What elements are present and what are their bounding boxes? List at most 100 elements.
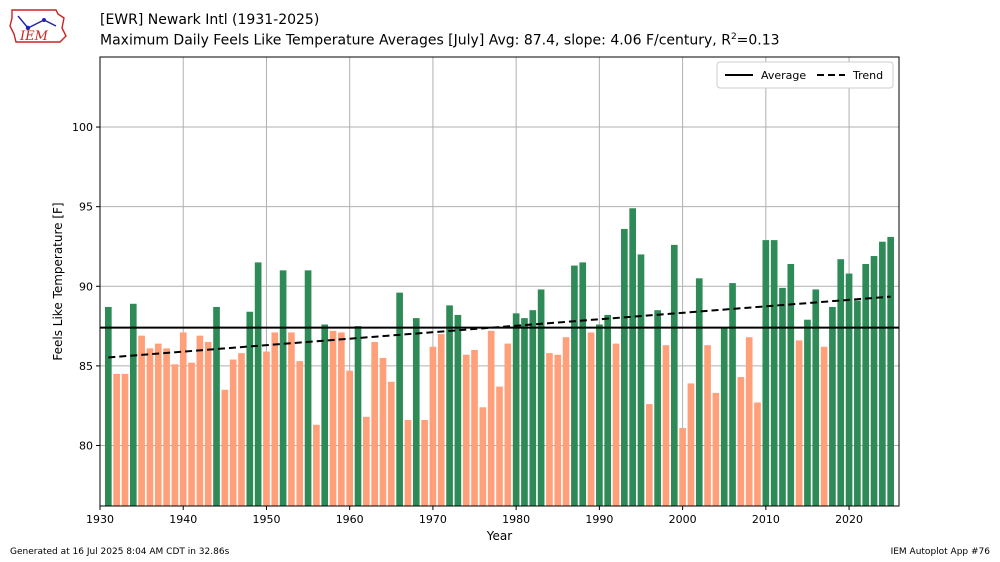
y-tick-label: 85 [79, 360, 93, 373]
bar-1976 [479, 407, 487, 506]
bar-2004 [712, 392, 720, 506]
bar-1985 [554, 354, 562, 506]
bar-1949 [254, 262, 262, 506]
bar-1986 [562, 337, 570, 506]
bar-2020 [845, 273, 853, 506]
bar-1946 [229, 359, 237, 506]
bar-2015 [804, 319, 811, 506]
bar-1991 [604, 314, 612, 506]
chart-title: [EWR] Newark Intl (1931-2025) [100, 12, 320, 28]
x-tick-label: 1960 [336, 513, 364, 526]
bar-1932 [113, 373, 120, 506]
trend-line [108, 295, 891, 359]
x-tick-label: 2010 [752, 513, 780, 526]
bar-1977 [487, 330, 495, 506]
bar-2014 [795, 340, 803, 506]
bar-2018 [829, 306, 836, 506]
y-tick-label: 100 [72, 121, 93, 134]
bar-2021 [854, 300, 861, 506]
bar-2011 [770, 240, 778, 506]
reference-lines [100, 295, 899, 359]
bar-2009 [754, 402, 761, 506]
bar-1988 [579, 262, 587, 506]
bar-2005 [720, 327, 728, 506]
bar-1937 [154, 343, 162, 506]
bar-1965 [387, 381, 395, 506]
legend-label-average: Average [761, 69, 806, 82]
bar-1999 [670, 244, 678, 506]
x-axis-label: Year [486, 529, 512, 543]
bar-1931 [104, 306, 112, 506]
y-tick-label: 90 [79, 280, 93, 293]
bar-1943 [204, 342, 212, 506]
bar-1978 [496, 386, 503, 506]
bar-2023 [870, 256, 878, 506]
bar-1945 [221, 389, 229, 506]
app-credit: IEM Autoplot App #76 [890, 547, 990, 557]
bar-2019 [837, 259, 845, 506]
bar-2002 [695, 278, 703, 506]
bar-2001 [687, 383, 695, 506]
bar-1962 [363, 416, 370, 506]
bar-1973 [454, 314, 462, 506]
bar-1967 [404, 420, 412, 506]
bar-1994 [629, 208, 636, 507]
bar-1961 [354, 326, 362, 506]
bar-1958 [329, 330, 337, 506]
axes-frame [99, 56, 900, 507]
bar-1964 [379, 357, 387, 506]
iem-logo-text: IEM [19, 29, 49, 44]
bar-1963 [371, 342, 378, 506]
subtitle-r2: =0.13 [736, 32, 780, 49]
bar-1956 [313, 424, 320, 506]
bar-1957 [321, 324, 329, 506]
x-tick-label: 1930 [86, 513, 114, 526]
legend-label-trend: Trend [852, 69, 883, 82]
bar-1947 [238, 353, 245, 506]
bar-1939 [171, 364, 179, 506]
bar-1989 [587, 332, 595, 506]
legend-box [716, 61, 894, 89]
x-tick-label: 1950 [252, 513, 280, 526]
bar-2003 [704, 345, 711, 506]
bar-1952 [279, 270, 287, 506]
y-tick-label: 80 [79, 439, 93, 452]
bar-2010 [762, 240, 770, 506]
bar-1996 [645, 404, 653, 506]
bar-1995 [637, 254, 645, 506]
bar-1966 [396, 292, 403, 506]
x-tick-label: 1970 [419, 513, 447, 526]
bar-1940 [179, 332, 187, 506]
bar-1938 [163, 348, 170, 506]
bar-1955 [304, 270, 312, 506]
bar-1987 [571, 265, 578, 506]
generated-timestamp: Generated at 16 Jul 2025 8:04 AM CDT in … [10, 547, 230, 557]
legend: Average Trend [716, 61, 894, 89]
bar-1942 [196, 335, 204, 506]
bar-2022 [862, 263, 870, 506]
x-tick-label: 2020 [835, 513, 863, 526]
bar-2008 [745, 337, 753, 506]
bar-1971 [437, 334, 445, 506]
chart-subtitle: Maximum Daily Feels Like Temperature Ave… [100, 32, 780, 49]
bar-2012 [779, 287, 786, 506]
bar-1983 [537, 289, 545, 506]
bar-1959 [338, 332, 345, 506]
bar-1960 [346, 370, 354, 506]
bar-1980 [512, 313, 520, 506]
bar-1981 [521, 318, 528, 506]
bar-1934 [129, 303, 137, 506]
bar-1974 [462, 354, 470, 506]
axis-ticks: 1930 1940 1950 1960 1970 1980 1990 2000 2010 2020… [72, 121, 863, 526]
bar-1984 [546, 353, 553, 506]
bar-2016 [812, 289, 820, 506]
bar-1997 [654, 310, 661, 506]
bar-1948 [246, 311, 254, 506]
bar-1935 [138, 335, 145, 506]
bar-2024 [879, 241, 886, 506]
bar-1954 [296, 361, 304, 506]
subtitle-main: Maximum Daily Feels Like Temperature Ave… [100, 32, 731, 49]
bar-1998 [662, 345, 670, 506]
bar-1982 [529, 310, 537, 506]
